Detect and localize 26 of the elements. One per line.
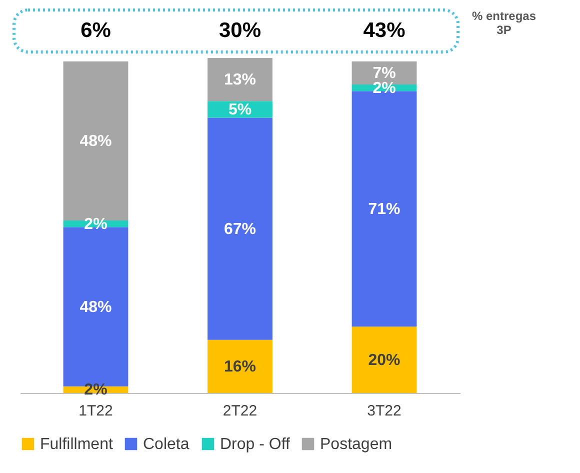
data-label: 48%: [80, 298, 112, 316]
data-label: 67%: [224, 220, 256, 238]
legend-label: Drop - Off: [220, 436, 290, 453]
data-label: 2%: [372, 80, 396, 97]
legend-label: Coleta: [143, 436, 190, 453]
data-label: 20%: [368, 352, 400, 369]
x-tick-label: 2T22: [222, 402, 258, 420]
x-tick-label: 3T22: [367, 402, 402, 420]
data-label: 5%: [228, 101, 252, 118]
text: % entregas 3P: [472, 9, 536, 37]
data-label: 13%: [224, 72, 256, 89]
bar: [208, 118, 272, 340]
data-label: 7%: [372, 64, 396, 82]
legend-label: Postagem: [320, 436, 392, 453]
text: 6%: [80, 19, 112, 42]
data-label: 71%: [368, 200, 400, 218]
bar: [208, 340, 272, 393]
bar: [352, 326, 417, 393]
data-label: 16%: [224, 358, 256, 376]
data-label: 48%: [80, 132, 112, 150]
bar: [208, 58, 272, 102]
data-label: 2%: [84, 216, 108, 233]
legend-label: Fulfillment: [40, 436, 114, 453]
text: 30%: [218, 19, 262, 42]
x-tick-label: 1T22: [78, 402, 113, 420]
text: 43%: [363, 19, 406, 42]
